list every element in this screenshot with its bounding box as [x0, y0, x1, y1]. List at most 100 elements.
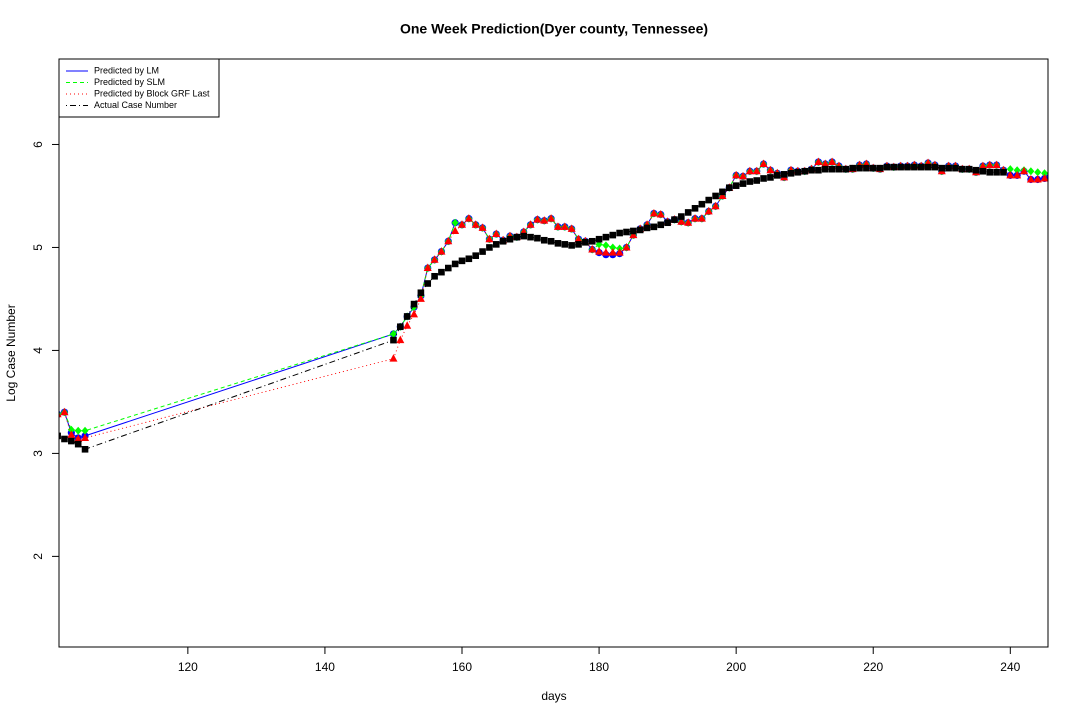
- point: [416, 294, 425, 302]
- point: [993, 168, 1000, 176]
- point: [74, 434, 83, 442]
- point: [492, 229, 501, 238]
- point: [746, 178, 754, 185]
- legend-label: Predicted by SLM: [94, 77, 165, 87]
- series-line: [59, 161, 1048, 432]
- x-tick-label: 180: [589, 660, 609, 674]
- point: [979, 167, 987, 175]
- point: [691, 214, 700, 222]
- y-tick-label: 4: [31, 347, 45, 354]
- y-axis-label: Log Case Number: [4, 304, 18, 401]
- point: [451, 260, 459, 268]
- point: [451, 218, 459, 227]
- point: [526, 220, 535, 228]
- point: [732, 182, 740, 189]
- point: [1013, 166, 1021, 175]
- point: [59, 412, 62, 418]
- point: [602, 233, 610, 241]
- point: [403, 321, 412, 329]
- y-tick-label: 2: [31, 553, 45, 560]
- point: [615, 248, 624, 256]
- point: [417, 289, 425, 297]
- point: [396, 335, 405, 344]
- point: [725, 184, 733, 192]
- point: [1047, 170, 1048, 171]
- point: [575, 241, 582, 248]
- point: [780, 171, 788, 178]
- point: [540, 236, 548, 244]
- point: [766, 165, 775, 174]
- point: [60, 407, 69, 416]
- point: [499, 237, 507, 245]
- point: [821, 159, 830, 168]
- point: [684, 209, 692, 216]
- point: [965, 165, 973, 173]
- point: [678, 213, 685, 220]
- point: [410, 300, 418, 308]
- legend-box: [58, 58, 220, 118]
- y-tick-label: 6: [31, 141, 45, 148]
- point: [657, 221, 665, 229]
- point: [67, 430, 76, 438]
- point: [835, 165, 843, 173]
- point: [759, 159, 768, 168]
- point: [911, 163, 918, 171]
- point: [1047, 172, 1048, 174]
- point: [574, 234, 583, 243]
- point: [917, 163, 925, 171]
- point: [67, 425, 75, 434]
- point: [609, 243, 617, 252]
- point: [752, 166, 761, 175]
- point: [643, 224, 651, 232]
- legend-label: Predicted by LM: [94, 65, 159, 75]
- point: [389, 354, 398, 362]
- point: [1013, 170, 1022, 179]
- x-tick-label: 120: [178, 660, 198, 674]
- point: [623, 228, 630, 236]
- point: [390, 336, 397, 344]
- point: [506, 235, 514, 243]
- point: [553, 222, 562, 230]
- point: [68, 437, 75, 445]
- point: [437, 247, 446, 255]
- point: [430, 255, 439, 263]
- point: [711, 201, 720, 210]
- point: [849, 164, 856, 172]
- point: [520, 232, 527, 240]
- point: [732, 170, 741, 179]
- point: [705, 196, 713, 204]
- point: [753, 177, 761, 184]
- point: [568, 242, 575, 249]
- point: [718, 191, 727, 199]
- point: [828, 165, 836, 173]
- point: [458, 220, 467, 228]
- point: [649, 208, 658, 217]
- x-tick-label: 200: [726, 660, 746, 674]
- point: [540, 216, 549, 224]
- point: [534, 234, 541, 242]
- point: [978, 161, 987, 170]
- point: [664, 219, 671, 227]
- point: [1020, 166, 1029, 175]
- point: [560, 222, 569, 230]
- point: [61, 435, 68, 443]
- point: [602, 241, 610, 250]
- point: [952, 164, 959, 172]
- point: [81, 445, 89, 453]
- x-tick-label: 220: [863, 660, 883, 674]
- point: [945, 164, 952, 172]
- x-tick-label: 240: [1000, 660, 1020, 674]
- point: [801, 167, 808, 175]
- point: [677, 217, 686, 225]
- point: [485, 234, 494, 243]
- point: [465, 255, 473, 263]
- point: [938, 164, 946, 172]
- point: [464, 214, 473, 222]
- series-line: [59, 161, 1048, 439]
- point: [787, 170, 795, 177]
- point: [972, 166, 980, 174]
- legend: Predicted by LM Predicted by SLMPredicted…: [58, 58, 220, 118]
- point: [472, 252, 480, 259]
- point: [1040, 173, 1048, 182]
- point: [760, 175, 767, 182]
